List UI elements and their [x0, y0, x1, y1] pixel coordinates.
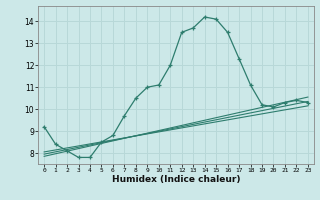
X-axis label: Humidex (Indice chaleur): Humidex (Indice chaleur) [112, 175, 240, 184]
